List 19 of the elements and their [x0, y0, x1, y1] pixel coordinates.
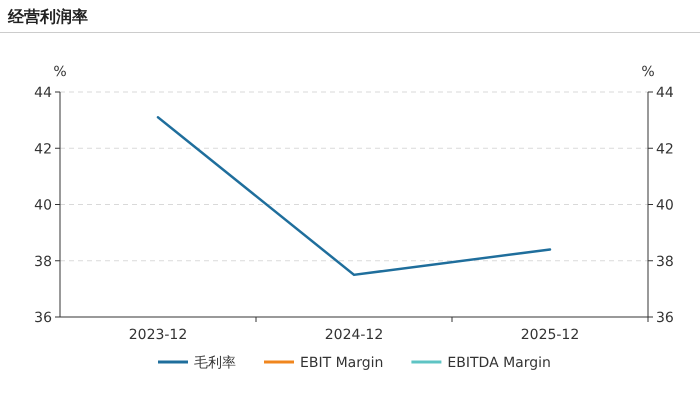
chart-title: 经营利润率	[7, 7, 88, 26]
legend-label: EBIT Margin	[300, 355, 384, 371]
y2-tick-label: 38	[656, 254, 674, 270]
y-axis-title: %	[53, 64, 67, 80]
x-tick-label: 2023-12	[128, 327, 188, 343]
x-tick-label: 2025-12	[520, 327, 580, 343]
y-tick-label: 44	[34, 85, 52, 101]
y2-tick-label: 36	[656, 310, 674, 326]
y2-tick-label: 40	[656, 198, 674, 214]
y-tick-label: 40	[34, 198, 52, 214]
legend-label: 毛利率	[194, 355, 236, 371]
y2-axis-title: %	[641, 64, 655, 80]
x-tick-label: 2024-12	[324, 327, 384, 343]
y-tick-label: 42	[34, 141, 52, 158]
y2-tick-label: 44	[656, 85, 674, 101]
y2-tick-label: 42	[656, 141, 674, 158]
y-tick-label: 38	[34, 254, 52, 270]
legend-label: EBITDA Margin	[447, 355, 551, 371]
y-tick-label: 36	[34, 310, 52, 326]
